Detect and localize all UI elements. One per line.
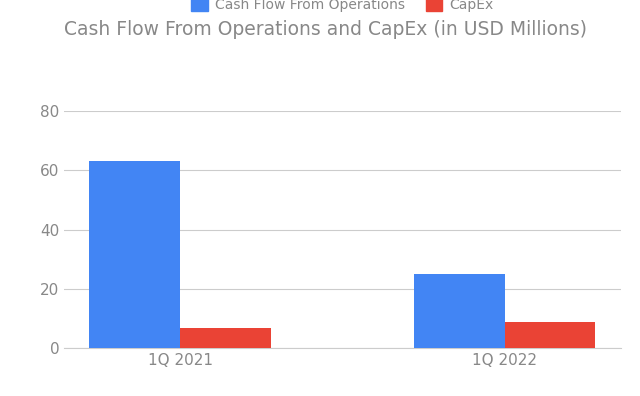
Bar (90, 161, 180, 348)
Legend: Cash Flow From Operations, CapEx: Cash Flow From Operations, CapEx (187, 0, 498, 17)
Bar (414, 274, 504, 348)
Text: Cash Flow From Operations and CapEx (in USD Millions): Cash Flow From Operations and CapEx (in … (64, 20, 587, 39)
Bar (180, 328, 271, 348)
Bar (504, 322, 595, 348)
